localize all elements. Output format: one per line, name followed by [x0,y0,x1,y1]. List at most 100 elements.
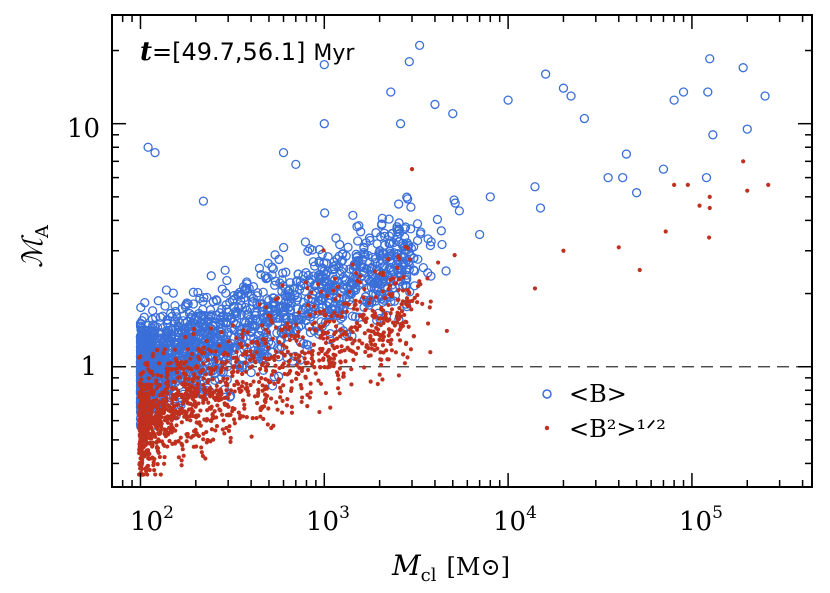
point-rms-b [155,426,160,432]
point-rms-b [261,416,266,422]
point-rms-b [311,304,317,309]
point-rms-b [240,331,245,337]
point-mean-b [414,40,425,51]
point-rms-b [186,376,192,382]
point-rms-b [226,404,231,409]
point-rms-b [237,341,243,346]
point-rms-b [254,350,259,355]
point-rms-b [146,367,151,372]
point-rms-b [161,461,167,466]
point-rms-b [299,386,304,391]
point-rms-b [337,366,342,371]
point-rms-b [257,302,262,307]
point-rms-b [745,188,750,193]
point-rms-b [366,346,371,351]
point-mean-b [426,237,436,247]
point-rms-b [184,417,190,422]
point-rms-b [222,395,227,400]
point-rms-b [158,472,163,477]
point-mean-b [345,264,355,274]
point-mean-b [227,342,238,353]
point-rms-b [320,346,325,351]
point-rms-b [237,416,242,421]
point-rms-b [216,343,222,348]
point-rms-b [408,257,413,262]
point-rms-b [248,382,253,388]
point-rms-b [420,301,425,307]
point-rms-b [212,409,217,414]
point-mean-b [418,262,428,273]
point-rms-b [168,360,173,366]
point-rms-b [361,312,366,317]
point-mean-b [535,203,546,213]
point-rms-b [274,349,279,354]
point-rms-b [263,384,269,389]
point-mean-b [153,296,163,306]
point-rms-b [198,408,203,413]
point-rms-b [427,305,432,310]
point-rms-b [139,419,144,424]
point-rms-b [346,302,351,307]
y-axis-label: ℳA [16,224,53,268]
point-rms-b [407,299,412,304]
point-rms-b [180,401,185,406]
point-mean-b [396,276,406,287]
point-mean-b [192,361,202,371]
point-mean-b [210,375,220,385]
point-rms-b [281,383,286,388]
point-rms-b [321,324,326,329]
point-rms-b [142,410,147,415]
point-rms-b [389,293,394,299]
point-rms-b [142,361,148,366]
point-rms-b [707,235,712,240]
point-rms-b [139,377,144,382]
point-rms-b [185,347,190,352]
point-rms-b [375,321,380,327]
point-rms-b [208,371,213,376]
point-rms-b [305,392,310,397]
point-rms-b [198,349,203,354]
point-rms-b [189,351,195,357]
point-rms-b [194,420,199,425]
point-rms-b [355,307,360,312]
point-rms-b [350,262,355,267]
point-mean-b [323,252,333,262]
x-tick-label-100: 102 [130,503,174,537]
point-mean-b [394,237,404,247]
point-rms-b [232,389,237,394]
point-mean-b [384,214,394,224]
point-mean-b [308,257,319,267]
point-mean-b [145,327,155,337]
point-rms-b [214,383,219,389]
point-rms-b [404,296,410,301]
point-rms-b [328,339,333,344]
point-rms-b [167,404,173,410]
point-rms-b [323,390,329,396]
point-rms-b [418,282,423,287]
point-mean-b [254,263,265,273]
point-rms-b [260,337,265,342]
point-rms-b [415,300,420,305]
point-rms-b [263,368,269,373]
point-mean-b [558,83,569,93]
point-rms-b [415,293,420,298]
point-rms-b [202,386,207,391]
point-rms-b [707,205,712,211]
point-rms-b [137,380,142,385]
point-rms-b [398,323,403,329]
point-rms-b [196,346,201,351]
point-rms-b [366,328,371,333]
point-rms-b [637,267,642,273]
point-mean-b [540,69,551,79]
point-mean-b [290,290,300,300]
point-rms-b [381,330,386,335]
point-rms-b [331,356,337,361]
point-rms-b [305,404,310,409]
point-rms-b [270,336,275,341]
point-rms-b [138,423,144,428]
point-rms-b [349,382,354,387]
point-rms-b [287,324,293,329]
point-mean-b [173,316,183,326]
point-rms-b [280,283,285,288]
